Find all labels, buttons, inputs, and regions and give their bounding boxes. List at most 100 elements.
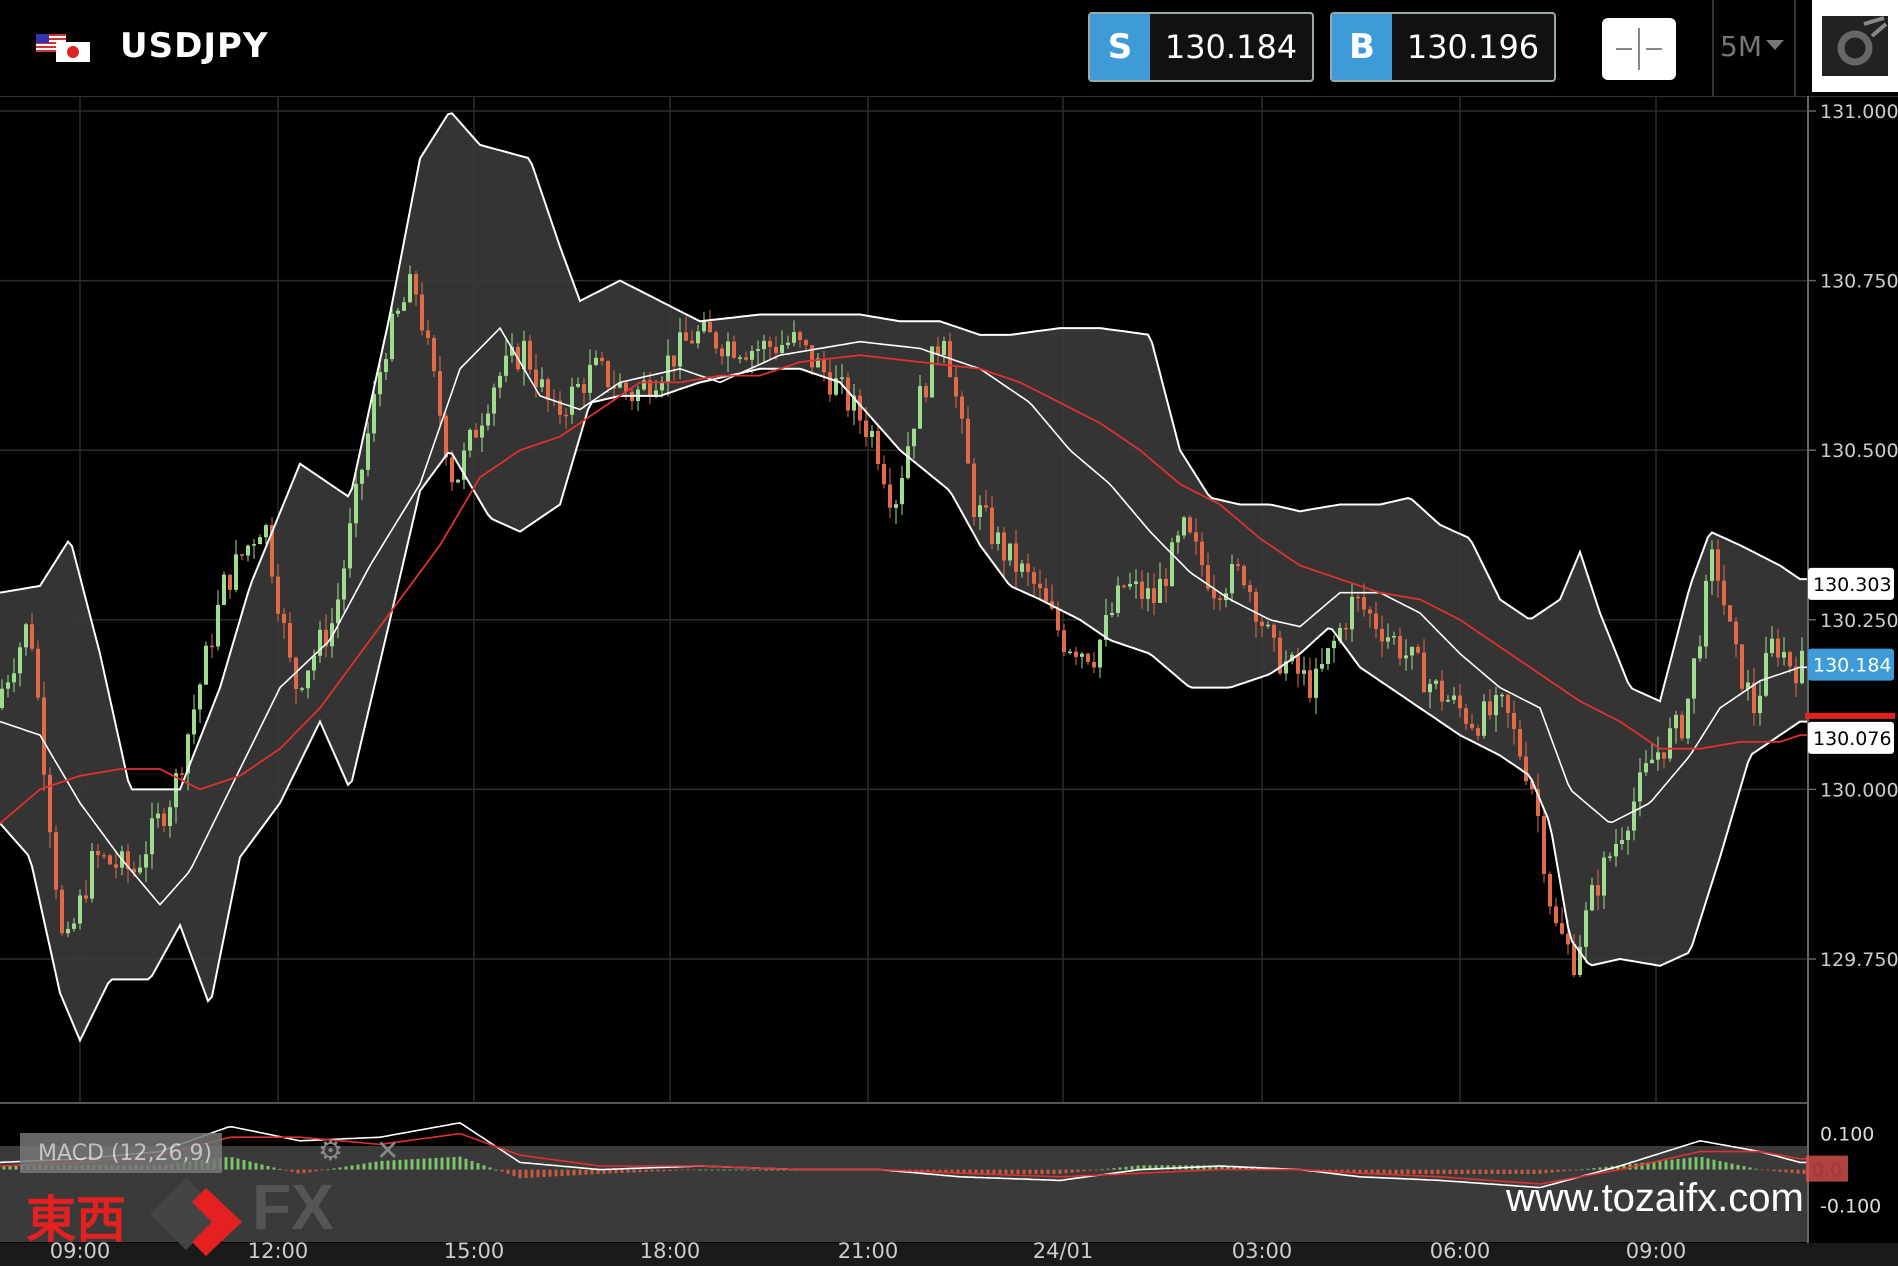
- macd-hist-bar-156: [938, 1169, 942, 1173]
- candle-body-100: [600, 357, 604, 362]
- macd-hist-bar-241: [1448, 1169, 1452, 1174]
- candle-body-110: [660, 381, 664, 391]
- candle-body-99: [594, 357, 598, 365]
- sell-quote-button[interactable]: S 130.184: [1088, 12, 1314, 82]
- macd-hist-bar-91: [548, 1169, 552, 1177]
- crosshair-button[interactable]: [1602, 18, 1676, 80]
- macd-hist-bar-97: [584, 1169, 588, 1175]
- candle-body-142: [852, 395, 856, 411]
- candle-body-141: [846, 377, 850, 411]
- macd-hist-bar-223: [1340, 1169, 1344, 1173]
- candle-body-58: [348, 523, 352, 569]
- macd-hist-bar-232: [1394, 1169, 1398, 1174]
- candle-body-299: [1794, 666, 1798, 684]
- candle-body-229: [1374, 613, 1378, 629]
- macd-hist-bar-205: [1232, 1166, 1236, 1170]
- macd-hist-bar-229: [1376, 1169, 1380, 1174]
- candle-body-147: [882, 464, 886, 485]
- candle-body-148: [888, 484, 892, 508]
- macd-hist-bar-106: [638, 1169, 642, 1173]
- macd-hist-bar-104: [626, 1169, 630, 1173]
- candle-body-269: [1614, 843, 1618, 857]
- band-area: [0, 113, 1808, 1041]
- price-tick-label-1: 130.750: [1820, 271, 1898, 293]
- macd-overlay: [0, 1146, 1808, 1242]
- candle-body-45: [270, 525, 274, 577]
- candle-body-187: [1122, 585, 1126, 588]
- crosshair-icon: [1632, 42, 1646, 56]
- candle-body-228: [1368, 609, 1372, 614]
- close-icon[interactable]: ✕: [376, 1134, 400, 1167]
- candle-body-30: [180, 773, 184, 775]
- candle-body-42: [252, 544, 256, 546]
- candle-body-289: [1734, 621, 1738, 645]
- chevron-down-icon[interactable]: [1766, 40, 1784, 50]
- candle-body-199: [1194, 532, 1198, 542]
- macd-hist-bar-207: [1244, 1166, 1248, 1170]
- macd-hist-bar-274: [1646, 1162, 1650, 1170]
- macd-hist-bar-112: [674, 1169, 678, 1171]
- candle-body-85: [510, 346, 514, 356]
- macd-hist-bar-98: [590, 1169, 594, 1175]
- macd-hist-bar-224: [1346, 1169, 1350, 1174]
- candle-body-33: [198, 684, 202, 710]
- macd-hist-bar-47: [284, 1169, 288, 1171]
- candle-body-261: [1566, 933, 1570, 945]
- macd-hist-bar-292: [1754, 1168, 1758, 1170]
- candle-body-73: [438, 371, 442, 416]
- settings-button[interactable]: [1812, 0, 1898, 92]
- candle-body-263: [1578, 946, 1582, 976]
- candle-body-220: [1320, 664, 1324, 669]
- candle-body-244: [1464, 708, 1468, 724]
- price-tick-label-0: 131.000: [1820, 101, 1898, 123]
- macd-hist-bar-176: [1058, 1169, 1062, 1174]
- candle-body-22: [132, 868, 136, 873]
- macd-label[interactable]: MACD (12,26,9): [20, 1133, 222, 1173]
- candle-body-103: [618, 382, 622, 388]
- macd-hist-bar-237: [1424, 1169, 1428, 1174]
- macd-settings-icon[interactable]: ⚙: [318, 1134, 344, 1167]
- buy-quote-button[interactable]: B 130.196: [1330, 12, 1556, 82]
- candle-body-24: [144, 854, 148, 868]
- macd-hist-bar-170: [1022, 1169, 1026, 1174]
- candle-body-104: [624, 382, 628, 392]
- sell-tag: S: [1090, 14, 1150, 80]
- macd-hist-bar-267: [1604, 1166, 1608, 1170]
- candle-body-268: [1608, 856, 1612, 858]
- candle-body-235: [1410, 646, 1414, 656]
- candle-body-233: [1398, 635, 1402, 659]
- macd-hist-bar-128: [770, 1169, 774, 1171]
- macd-hist-bar-235: [1412, 1169, 1416, 1174]
- macd-hist-bar-99: [596, 1169, 600, 1175]
- macd-hist-bar-39: [236, 1158, 240, 1170]
- candle-body-293: [1758, 695, 1762, 714]
- candle-body-176: [1056, 608, 1060, 631]
- candle-body-239: [1434, 680, 1438, 684]
- macd-hist-bar-253: [1520, 1169, 1524, 1174]
- candle-body-213: [1278, 637, 1282, 674]
- candle-body-62: [372, 394, 376, 434]
- candle-body-23: [138, 867, 142, 873]
- candle-body-71: [426, 330, 430, 339]
- macd-hist-bar-203: [1220, 1165, 1224, 1170]
- candle-body-180: [1080, 653, 1084, 657]
- candle-body-183: [1098, 639, 1102, 668]
- macd-hist-bar-243: [1460, 1169, 1464, 1174]
- candle-body-279: [1674, 714, 1678, 729]
- candle-body-16: [96, 850, 100, 856]
- candle-body-68: [408, 274, 412, 303]
- price-chart[interactable]: 131.000 130.750 130.500 130.250 130.000 129.7…: [0, 96, 1898, 1266]
- candle-body-182: [1092, 661, 1096, 668]
- candle-body-285: [1710, 549, 1714, 581]
- indicator-lines: [0, 112, 1808, 1043]
- buy-price: 130.196: [1406, 28, 1540, 66]
- candle-body-212: [1272, 624, 1276, 638]
- candle-body-25: [150, 818, 154, 855]
- timeframe-selector[interactable]: 5M: [1720, 30, 1762, 63]
- macd-hist-bar-50: [302, 1169, 306, 1174]
- macd-hist-bar-201: [1208, 1165, 1212, 1170]
- macd-hist-bar-65: [392, 1160, 396, 1170]
- macd-hist-bar-162: [974, 1169, 978, 1174]
- candle-body-125: [750, 350, 754, 360]
- symbol-title: USDJPY: [120, 26, 269, 66]
